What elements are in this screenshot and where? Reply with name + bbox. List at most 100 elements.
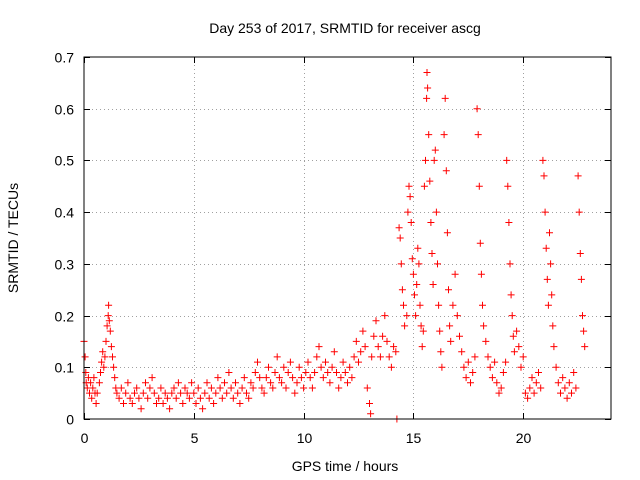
data-point bbox=[249, 384, 257, 392]
data-point bbox=[486, 363, 494, 371]
data-point bbox=[308, 384, 316, 392]
data-point bbox=[559, 374, 567, 382]
data-point bbox=[359, 327, 367, 335]
data-point bbox=[214, 374, 222, 382]
data-point bbox=[174, 379, 182, 387]
data-point bbox=[300, 384, 308, 392]
scatter-points bbox=[80, 69, 589, 423]
data-point bbox=[271, 369, 279, 376]
data-point bbox=[460, 363, 468, 371]
y-tick-label: 0.7 bbox=[55, 50, 75, 66]
data-point bbox=[150, 389, 158, 397]
data-point bbox=[446, 322, 454, 330]
data-point bbox=[328, 363, 336, 371]
data-point bbox=[374, 343, 382, 351]
data-point bbox=[115, 394, 123, 402]
data-point bbox=[540, 172, 548, 180]
data-point bbox=[218, 394, 226, 402]
data-point bbox=[295, 363, 303, 371]
data-point bbox=[532, 379, 540, 387]
data-point bbox=[379, 332, 387, 340]
data-point bbox=[416, 301, 424, 309]
data-point bbox=[260, 389, 268, 397]
data-point bbox=[502, 358, 510, 366]
data-point bbox=[484, 353, 492, 361]
data-point bbox=[229, 394, 237, 402]
data-point bbox=[390, 343, 398, 351]
data-point bbox=[526, 384, 534, 392]
data-point bbox=[205, 394, 213, 402]
data-point bbox=[126, 394, 134, 402]
data-point bbox=[170, 384, 178, 392]
data-point bbox=[120, 400, 127, 407]
data-point bbox=[284, 369, 292, 376]
data-point bbox=[458, 348, 466, 356]
data-point bbox=[464, 358, 472, 366]
data-point bbox=[161, 389, 169, 397]
data-point bbox=[289, 374, 297, 382]
data-point bbox=[363, 384, 371, 392]
data-point bbox=[177, 389, 185, 397]
data-point bbox=[104, 312, 112, 320]
y-tick-label: 0 bbox=[66, 412, 74, 428]
data-point bbox=[190, 389, 198, 397]
data-point bbox=[510, 348, 518, 356]
data-point bbox=[513, 327, 521, 335]
data-point bbox=[188, 379, 196, 387]
data-point bbox=[473, 105, 481, 113]
data-point bbox=[381, 312, 389, 320]
data-point bbox=[436, 327, 444, 335]
grid bbox=[84, 57, 611, 419]
y-tick-label: 0.2 bbox=[55, 309, 75, 325]
data-point bbox=[572, 384, 580, 392]
data-point bbox=[507, 291, 515, 299]
data-point bbox=[357, 348, 365, 356]
data-point bbox=[568, 389, 575, 397]
data-point bbox=[267, 379, 275, 387]
data-point bbox=[90, 374, 98, 382]
data-point bbox=[139, 389, 147, 397]
data-point bbox=[414, 244, 422, 252]
data-point bbox=[509, 332, 517, 340]
data-point bbox=[181, 384, 189, 392]
data-point bbox=[581, 343, 589, 351]
data-point bbox=[107, 343, 115, 351]
data-point bbox=[221, 379, 228, 387]
data-point bbox=[403, 312, 411, 320]
data-point bbox=[106, 327, 114, 335]
data-point bbox=[405, 182, 413, 190]
data-point bbox=[370, 332, 378, 340]
data-point bbox=[146, 384, 154, 392]
data-point bbox=[341, 369, 349, 376]
data-point bbox=[577, 275, 585, 283]
data-point bbox=[313, 353, 321, 361]
data-point bbox=[196, 394, 204, 402]
data-point bbox=[451, 270, 459, 278]
data-point bbox=[575, 208, 583, 216]
data-point bbox=[574, 172, 582, 180]
data-point bbox=[467, 379, 474, 387]
data-point bbox=[192, 400, 200, 407]
data-point bbox=[291, 389, 299, 397]
data-point bbox=[103, 322, 111, 330]
data-point bbox=[100, 363, 108, 371]
data-point bbox=[352, 337, 360, 345]
data-point bbox=[137, 405, 145, 413]
data-point bbox=[89, 384, 97, 392]
data-point bbox=[482, 337, 490, 345]
data-point bbox=[93, 389, 101, 397]
data-point bbox=[315, 343, 323, 351]
data-point bbox=[278, 379, 286, 387]
data-point bbox=[580, 327, 588, 335]
data-point bbox=[401, 322, 409, 330]
data-point bbox=[456, 332, 463, 340]
data-point bbox=[166, 405, 174, 413]
data-point bbox=[367, 410, 375, 418]
data-point bbox=[424, 84, 432, 92]
data-point bbox=[549, 322, 557, 330]
data-point bbox=[441, 94, 449, 102]
data-point bbox=[430, 156, 438, 164]
chart-title: Day 253 of 2017, SRMTID for receiver asc… bbox=[209, 20, 481, 36]
data-point bbox=[442, 167, 450, 175]
